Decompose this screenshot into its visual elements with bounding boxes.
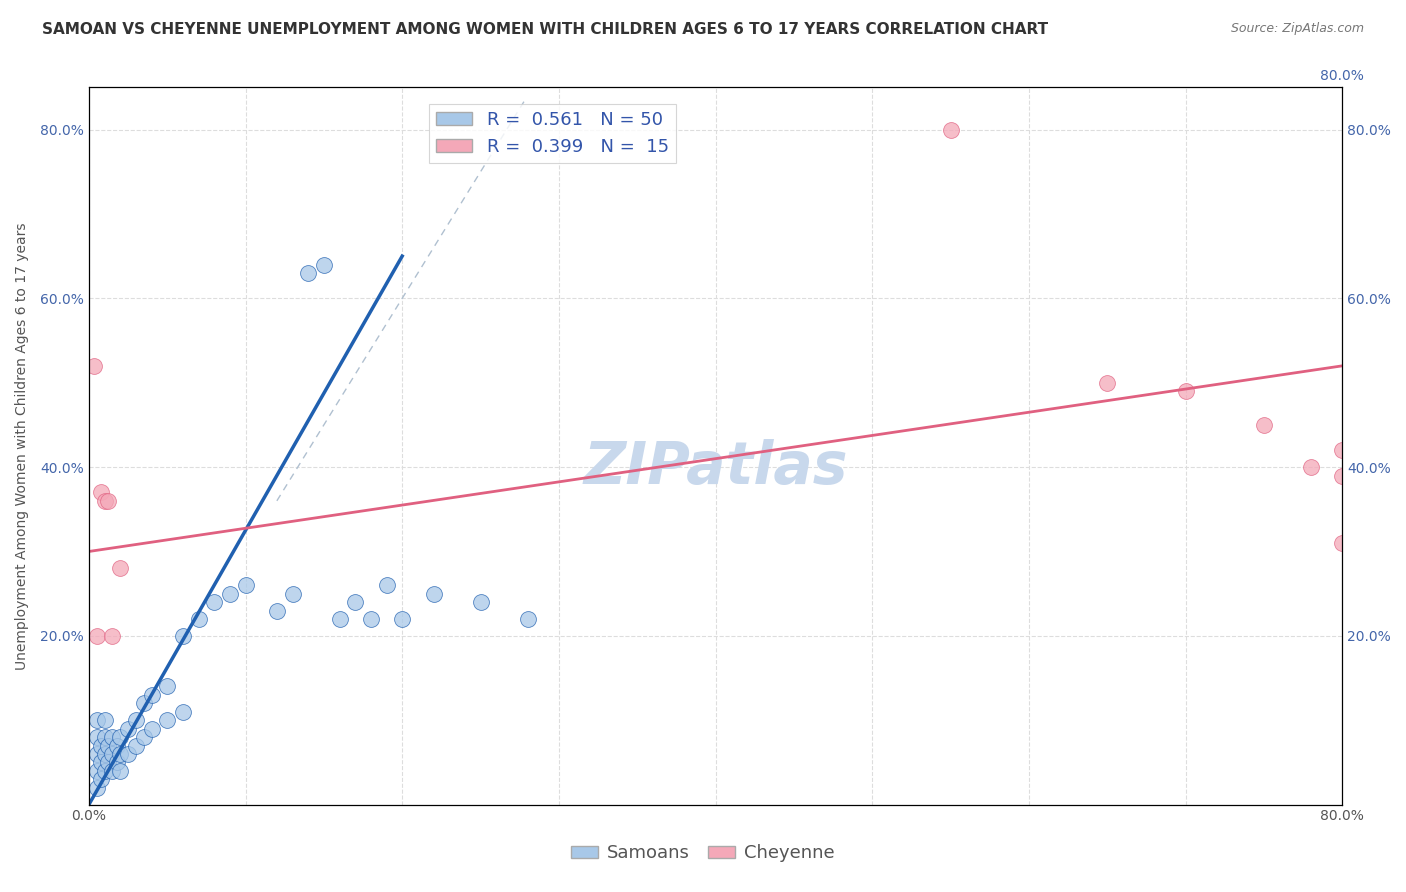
Point [328, 612, 350, 626]
Point [375, 578, 398, 592]
Point [86, 629, 108, 643]
Point [86, 764, 108, 778]
Point [108, 764, 131, 778]
Point [97, 739, 120, 753]
Point [344, 595, 367, 609]
Point [132, 730, 155, 744]
Point [93, 730, 115, 744]
Point [266, 603, 288, 617]
Text: ZIPatlas: ZIPatlas [583, 439, 848, 496]
Point [101, 629, 124, 643]
Point [156, 713, 179, 727]
Point [90, 485, 112, 500]
Point [172, 705, 194, 719]
Point [90, 756, 112, 770]
Point [297, 266, 319, 280]
Point [132, 697, 155, 711]
Point [86, 730, 108, 744]
Point [108, 561, 131, 575]
Point [125, 739, 148, 753]
Point [86, 747, 108, 761]
Point [117, 747, 139, 761]
Point [101, 764, 124, 778]
Point [90, 772, 112, 787]
Point [141, 722, 163, 736]
Point [86, 780, 108, 795]
Point [516, 612, 538, 626]
Point [93, 493, 115, 508]
Text: SAMOAN VS CHEYENNE UNEMPLOYMENT AMONG WOMEN WITH CHILDREN AGES 6 TO 17 YEARS COR: SAMOAN VS CHEYENNE UNEMPLOYMENT AMONG WO… [42, 22, 1049, 37]
Point [108, 747, 131, 761]
Point [218, 587, 240, 601]
Point [83, 359, 105, 373]
Point [202, 595, 225, 609]
Legend: R =  0.561   N = 50, R =  0.399   N =  15: R = 0.561 N = 50, R = 0.399 N = 15 [429, 103, 676, 163]
Point [1331, 443, 1354, 458]
Point [105, 756, 128, 770]
Point [1174, 384, 1197, 399]
Point [391, 612, 413, 626]
Point [172, 629, 194, 643]
Point [1097, 376, 1119, 390]
Point [93, 713, 115, 727]
Point [312, 258, 335, 272]
Legend: Samoans, Cheyenne: Samoans, Cheyenne [564, 838, 842, 870]
Point [86, 713, 108, 727]
Point [1331, 468, 1354, 483]
Point [187, 612, 209, 626]
Point [117, 722, 139, 736]
Point [93, 764, 115, 778]
Point [470, 595, 492, 609]
Point [101, 730, 124, 744]
Point [108, 730, 131, 744]
Point [97, 756, 120, 770]
Point [360, 612, 382, 626]
Point [105, 739, 128, 753]
Text: Source: ZipAtlas.com: Source: ZipAtlas.com [1230, 22, 1364, 36]
Point [939, 122, 962, 136]
Point [1331, 536, 1354, 550]
Point [422, 587, 444, 601]
Point [235, 578, 257, 592]
Point [156, 680, 179, 694]
Point [141, 688, 163, 702]
Point [125, 713, 148, 727]
Y-axis label: Unemployment Among Women with Children Ages 6 to 17 years: Unemployment Among Women with Children A… [15, 222, 30, 670]
Point [1299, 460, 1322, 475]
Point [93, 747, 115, 761]
Point [101, 747, 124, 761]
Point [281, 587, 304, 601]
Point [90, 739, 112, 753]
Point [97, 493, 120, 508]
Point [1253, 417, 1275, 432]
